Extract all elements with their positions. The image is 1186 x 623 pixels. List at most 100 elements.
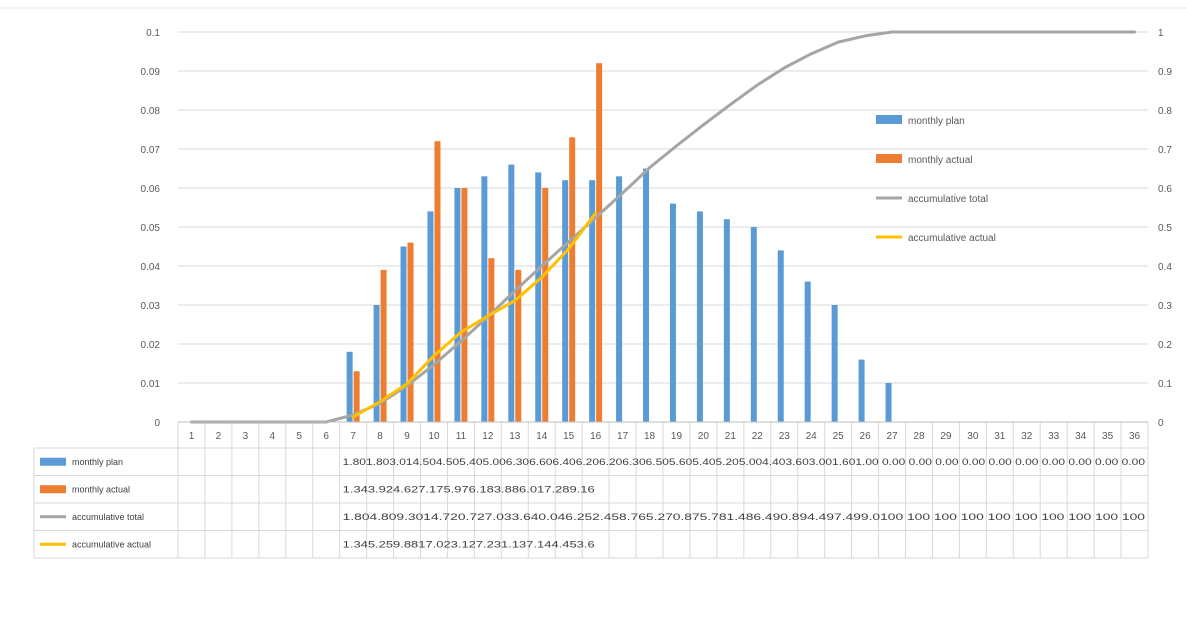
y-left-tick-label: 0 [154,418,160,429]
bar [454,188,461,422]
bar [400,246,407,422]
y-right-tick-label: 0.8 [1158,106,1172,117]
series-line [189,30,1137,424]
y-left-tick-label: 0.02 [141,340,161,351]
bar [461,188,468,422]
y-right-tick-label: 0.9 [1158,67,1172,78]
x-tick-label: 8 [377,431,383,442]
bar [346,351,353,422]
bar [535,172,542,422]
x-tick-label: 33 [1048,431,1060,442]
bar [589,180,596,422]
x-tick-label: 22 [752,431,764,442]
bar [777,250,784,422]
table-row-key [40,457,66,466]
bar [427,211,434,422]
x-tick-label: 3 [243,431,249,442]
bar [858,359,865,422]
x-tick-label: 9 [404,431,410,442]
y-right-tick-label: 0.7 [1158,145,1172,156]
x-tick-label: 23 [779,431,791,442]
legend-label: monthly plan [908,116,965,127]
x-tick-label: 17 [617,431,629,442]
bar [542,188,549,422]
bar [481,176,488,422]
y-right-tick-label: 0.1 [1158,379,1172,390]
table-row-values: 1.804.809.3014.720.727.033.640.046.252.4… [343,512,1145,522]
bar [434,141,441,422]
x-tick-label: 4 [270,431,276,442]
x-tick-label: 15 [563,431,575,442]
x-tick-label: 12 [482,431,494,442]
x-tick-label: 2 [216,431,222,442]
series-line [351,211,598,419]
x-tick-label: 27 [886,431,898,442]
bar [616,176,623,422]
x-tick-label: 29 [940,431,952,442]
bar [723,219,730,422]
table-row-label: monthly actual [72,484,130,494]
bar [569,137,576,423]
x-tick-label: 31 [994,431,1006,442]
bar [407,242,414,422]
bar [596,63,603,422]
x-tick-label: 24 [806,431,818,442]
axis-labels: 0 0.01 0.02 0.03 0.04 0.05 0.06 0.07 0.08 0.09 0.1… [141,28,1173,442]
x-tick-label: 20 [698,431,710,442]
bar [750,227,757,422]
y-right-tick-label: 0.4 [1158,262,1172,273]
x-tick-label: 21 [725,431,737,442]
x-tick-label: 11 [456,431,467,442]
x-tick-label: 32 [1021,431,1033,442]
x-tick-label: 19 [671,431,683,442]
y-left-tick-label: 0.09 [141,67,161,78]
x-tick-label: 26 [860,431,872,442]
table-row-key [40,485,66,494]
x-tick-label: 14 [536,431,548,442]
legend-swatch [876,115,902,124]
y-left-tick-label: 0.07 [141,145,161,156]
bar [373,305,380,422]
table-row-label: accumulative total [72,512,144,522]
table-row-label: monthly plan [72,457,123,467]
y-right-tick-label: 0 [1158,418,1164,429]
bar [488,258,495,422]
legend-swatch [876,154,902,163]
x-tick-label: 30 [967,431,979,442]
x-tick-label: 13 [509,431,521,442]
x-tick-label: 10 [428,431,440,442]
bar [696,211,703,422]
legend: monthly plan monthly actual accumulative t… [876,115,996,244]
legend-label: accumulative actual [908,233,996,244]
legend-label: accumulative total [908,194,988,205]
bar [885,383,892,422]
y-right-tick-label: 0.2 [1158,340,1172,351]
y-right-tick-label: 0.6 [1158,184,1172,195]
legend-label: monthly actual [908,155,972,166]
y-right-tick-label: 0.5 [1158,223,1172,234]
y-left-tick-label: 0.01 [141,379,161,390]
y-left-tick-label: 0.05 [141,223,161,234]
table-row-label: accumulative actual [72,539,151,549]
bar [353,371,360,422]
line-series [189,30,1137,424]
bar [643,168,650,422]
data-table: monthly plan 1.801.803.014.504.505.405.00… [33,422,1149,559]
y-right-tick-label: 1 [1158,28,1164,39]
bar [380,269,387,422]
bar [669,203,676,422]
bar [515,269,522,422]
x-tick-label: 16 [590,431,602,442]
table-row-values: 1.801.803.014.504.505.405.006.306.606.40… [343,457,1145,467]
y-left-tick-label: 0.06 [141,184,161,195]
table-row-values: 1.345.259.8817.023.127.231.137.144.453.6 [343,539,595,549]
x-tick-label: 35 [1102,431,1114,442]
bar [562,180,569,422]
bar [804,281,811,422]
x-tick-label: 6 [323,431,329,442]
x-tick-label: 34 [1075,431,1087,442]
x-tick-label: 7 [350,431,356,442]
x-tick-label: 1 [189,431,195,442]
x-tick-label: 5 [296,431,302,442]
